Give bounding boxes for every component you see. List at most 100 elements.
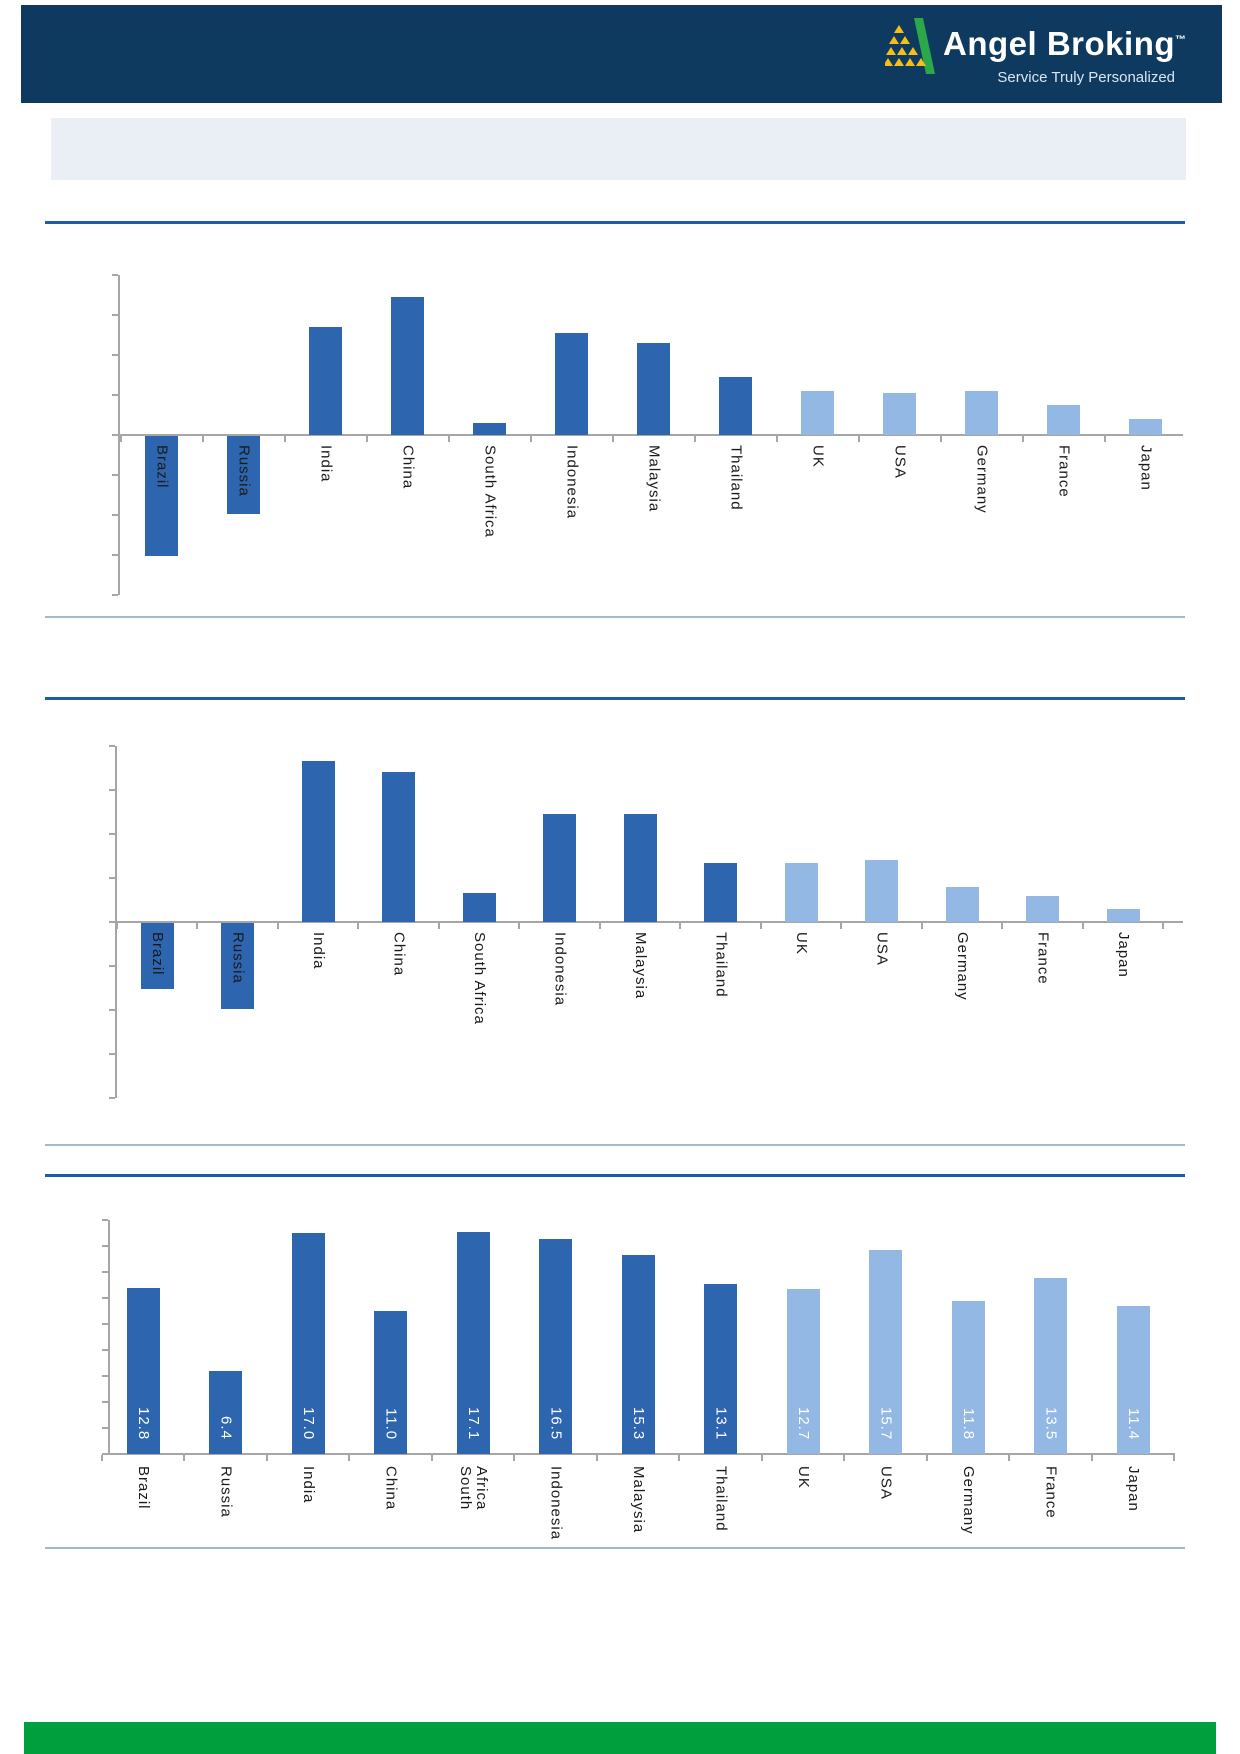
bar-indonesia bbox=[543, 814, 576, 922]
x-axis-tick bbox=[760, 1455, 763, 1461]
bar-malaysia bbox=[621, 1255, 655, 1454]
y-axis-tick bbox=[102, 1427, 108, 1429]
category-label-japan: Japan bbox=[1124, 1466, 1142, 1512]
category-label-south-africa: South Africa bbox=[481, 445, 499, 538]
bar-brazil bbox=[140, 923, 174, 989]
bar-indonesia bbox=[555, 333, 588, 435]
category-label-malaysia: Malaysia bbox=[631, 932, 649, 1000]
section-rule-3 bbox=[45, 1174, 1185, 1177]
x-axis-tick bbox=[276, 923, 279, 929]
bar-usa bbox=[869, 1250, 902, 1454]
category-label-brazil: Brazil bbox=[153, 445, 171, 489]
y-axis-tick bbox=[102, 1271, 108, 1273]
x-axis-tick bbox=[529, 436, 532, 442]
logo-green-stroke bbox=[914, 18, 935, 74]
value-label-south-africa: 17.1 bbox=[464, 1406, 482, 1440]
category-label-germany: Germany bbox=[953, 932, 971, 1001]
bar-thailand bbox=[704, 863, 737, 922]
x-axis-tick bbox=[840, 923, 843, 929]
bar-uk bbox=[786, 1289, 820, 1454]
category-label-germany: Germany bbox=[959, 1466, 977, 1535]
category-label-china: China bbox=[390, 932, 408, 977]
y-axis-tick bbox=[109, 833, 115, 835]
x-axis-tick bbox=[119, 436, 122, 442]
y-axis-tick bbox=[102, 1297, 108, 1299]
bar-china bbox=[391, 297, 424, 435]
y-axis-tick bbox=[109, 1053, 115, 1055]
category-label-usa: USA bbox=[873, 932, 891, 966]
bar-thailand bbox=[719, 377, 752, 435]
bar-france bbox=[1047, 405, 1080, 435]
x-axis-tick bbox=[843, 1455, 846, 1461]
section-separator-1 bbox=[45, 616, 1185, 618]
section-separator-2 bbox=[45, 1144, 1185, 1146]
y-axis-tick bbox=[112, 594, 118, 596]
value-label-india: 17.0 bbox=[299, 1406, 317, 1440]
x-axis-tick bbox=[1008, 1455, 1011, 1461]
category-label-indonesia: Indonesia bbox=[551, 932, 569, 1007]
bar-japan bbox=[1106, 909, 1140, 922]
category-label-france: France bbox=[1034, 932, 1052, 985]
category-label-usa: USA bbox=[877, 1466, 895, 1500]
trademark-mark: ™ bbox=[1175, 34, 1187, 46]
x-axis-tick bbox=[920, 923, 923, 929]
x-axis-tick bbox=[430, 1455, 433, 1461]
y-axis-tick bbox=[112, 314, 118, 316]
x-axis-tick bbox=[265, 1455, 268, 1461]
category-label-russia: Russia bbox=[217, 1466, 235, 1518]
y-axis-tick bbox=[109, 965, 115, 967]
y-axis-tick bbox=[109, 1009, 115, 1011]
y-axis-tick bbox=[112, 394, 118, 396]
x-axis-tick bbox=[1090, 1455, 1093, 1461]
y-axis-tick bbox=[102, 1401, 108, 1403]
y-axis-tick bbox=[102, 1349, 108, 1351]
x-axis-tick bbox=[183, 1455, 186, 1461]
category-label-india: India bbox=[317, 445, 335, 483]
category-label-malaysia: Malaysia bbox=[629, 1466, 647, 1534]
value-label-uk: 12.7 bbox=[794, 1406, 812, 1440]
category-label-south-africa: South Africa bbox=[457, 1466, 490, 1511]
bar-germany bbox=[965, 391, 998, 435]
bar-france bbox=[1026, 896, 1059, 922]
header-bar: Angel Broking™ Service Truly Personalize… bbox=[21, 5, 1222, 103]
bar-india bbox=[291, 1233, 325, 1454]
category-label-line: South bbox=[457, 1466, 474, 1511]
category-label-uk: UK bbox=[809, 445, 827, 468]
value-label-russia: 6.4 bbox=[217, 1416, 235, 1440]
value-label-japan: 11.4 bbox=[1124, 1407, 1142, 1440]
bar-south-africa bbox=[456, 1232, 490, 1454]
x-axis-tick bbox=[693, 436, 696, 442]
y-axis-tick bbox=[102, 1219, 108, 1221]
y-axis-tick bbox=[109, 1097, 115, 1099]
category-label-china: China bbox=[399, 445, 417, 490]
x-axis-tick bbox=[1081, 923, 1084, 929]
category-label-thailand: Thailand bbox=[712, 932, 730, 998]
category-label-thailand: Thailand bbox=[712, 1466, 730, 1532]
y-axis-tick bbox=[109, 745, 115, 747]
x-axis-tick bbox=[678, 1455, 681, 1461]
bar-south-africa bbox=[473, 423, 506, 435]
y-axis-tick bbox=[109, 877, 115, 879]
brand-tagline: Service Truly Personalized bbox=[997, 69, 1175, 86]
bar-russia bbox=[209, 1371, 242, 1454]
x-axis-tick bbox=[348, 1455, 351, 1461]
logo-yellow-pyramid bbox=[883, 25, 926, 66]
bar-malaysia bbox=[623, 814, 657, 922]
y-axis-tick bbox=[109, 921, 115, 923]
x-axis bbox=[115, 921, 1183, 923]
x-axis-tick bbox=[1173, 1455, 1176, 1461]
y-axis-tick bbox=[112, 554, 118, 556]
bar-uk bbox=[784, 863, 818, 922]
value-label-malaysia: 15.3 bbox=[629, 1406, 647, 1440]
x-axis-tick bbox=[283, 436, 286, 442]
category-label-russia: Russia bbox=[235, 445, 253, 497]
y-axis-tick bbox=[109, 789, 115, 791]
bar-germany bbox=[945, 887, 979, 922]
x-axis-tick bbox=[595, 1455, 598, 1461]
category-label-brazil: Brazil bbox=[134, 1466, 152, 1510]
x-axis-tick bbox=[679, 923, 682, 929]
x-axis-tick bbox=[115, 923, 118, 929]
category-label-germany: Germany bbox=[973, 445, 991, 514]
x-axis-tick bbox=[939, 436, 942, 442]
